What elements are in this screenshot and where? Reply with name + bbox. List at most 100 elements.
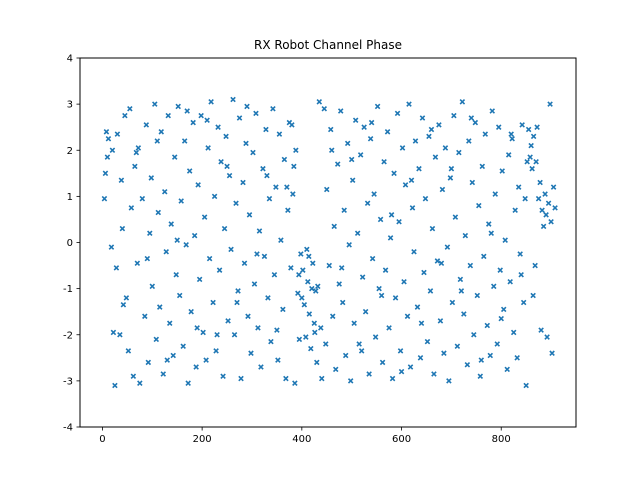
data-point xyxy=(337,108,344,114)
data-point xyxy=(525,126,532,133)
data-point xyxy=(235,288,241,294)
x-tick-label: 200 xyxy=(193,434,212,445)
data-point xyxy=(149,283,156,290)
data-point xyxy=(171,154,178,160)
data-point xyxy=(306,311,313,317)
data-point xyxy=(509,135,515,142)
data-point xyxy=(228,246,234,253)
data-point xyxy=(186,168,193,174)
data-point xyxy=(245,313,251,320)
data-point xyxy=(250,149,256,156)
data-point xyxy=(278,237,284,243)
data-point xyxy=(495,124,502,130)
data-point xyxy=(406,101,412,107)
data-point xyxy=(200,329,206,336)
data-point xyxy=(481,253,487,260)
data-point xyxy=(296,272,302,278)
data-point xyxy=(467,262,474,269)
data-point xyxy=(161,188,168,195)
data-point xyxy=(377,216,384,223)
data-point xyxy=(362,308,369,315)
data-point xyxy=(133,149,140,156)
y-tick-label: 3 xyxy=(67,100,73,111)
data-point xyxy=(304,246,310,253)
data-point xyxy=(399,145,406,151)
data-point xyxy=(454,343,461,350)
data-point xyxy=(356,341,362,347)
data-point xyxy=(139,195,146,202)
data-point xyxy=(319,375,325,382)
data-point xyxy=(153,336,160,343)
data-point xyxy=(280,306,286,313)
data-point xyxy=(263,126,269,133)
data-point xyxy=(211,193,218,200)
data-point xyxy=(442,145,449,151)
data-point xyxy=(234,299,240,306)
data-point xyxy=(270,105,276,112)
data-point xyxy=(112,382,118,389)
data-point xyxy=(214,331,220,338)
data-point xyxy=(476,202,482,209)
data-point xyxy=(244,103,250,110)
data-point xyxy=(354,230,361,237)
data-point xyxy=(268,338,274,345)
data-point xyxy=(295,290,301,297)
data-point xyxy=(175,103,181,110)
data-point xyxy=(398,368,405,375)
data-point xyxy=(547,101,553,107)
data-point xyxy=(523,382,529,389)
data-point xyxy=(292,380,298,386)
data-point xyxy=(471,331,477,338)
data-point xyxy=(441,350,447,356)
data-point xyxy=(502,237,508,243)
data-point xyxy=(543,212,549,218)
data-point xyxy=(104,154,111,160)
data-point xyxy=(401,278,407,285)
data-point xyxy=(201,214,208,220)
data-point xyxy=(130,373,137,380)
data-point xyxy=(386,325,392,331)
data-point xyxy=(507,278,513,285)
data-point xyxy=(293,147,299,154)
data-point xyxy=(387,235,394,241)
data-point xyxy=(273,184,279,190)
data-point xyxy=(128,205,135,211)
data-point xyxy=(306,253,312,260)
plot-area xyxy=(80,58,576,427)
data-point xyxy=(477,373,484,380)
data-point xyxy=(534,124,540,130)
data-point xyxy=(508,131,514,137)
data-point xyxy=(498,315,504,322)
data-point xyxy=(426,133,432,140)
data-point xyxy=(351,320,357,326)
data-point xyxy=(384,129,391,135)
data-point xyxy=(449,299,456,306)
data-point xyxy=(381,159,387,165)
data-point xyxy=(241,260,248,267)
data-point xyxy=(468,115,475,121)
data-point xyxy=(488,230,495,237)
data-point xyxy=(376,285,382,292)
data-point xyxy=(366,371,372,377)
data-point xyxy=(204,117,210,124)
data-point xyxy=(315,283,321,290)
data-point xyxy=(300,267,306,273)
data-point xyxy=(311,320,318,326)
data-point xyxy=(515,184,522,190)
data-point xyxy=(284,184,290,190)
data-point xyxy=(163,248,170,255)
data-point xyxy=(456,149,462,156)
data-point xyxy=(316,99,323,105)
data-point xyxy=(520,299,527,306)
data-point xyxy=(519,122,525,128)
y-tick-label: 2 xyxy=(67,146,73,157)
data-point xyxy=(349,177,356,183)
data-point xyxy=(352,117,359,124)
data-point xyxy=(529,165,535,172)
data-point xyxy=(122,112,128,119)
data-point xyxy=(407,364,414,370)
data-point xyxy=(367,135,374,142)
data-point xyxy=(492,191,499,197)
data-point xyxy=(203,357,209,363)
data-point xyxy=(313,288,319,294)
